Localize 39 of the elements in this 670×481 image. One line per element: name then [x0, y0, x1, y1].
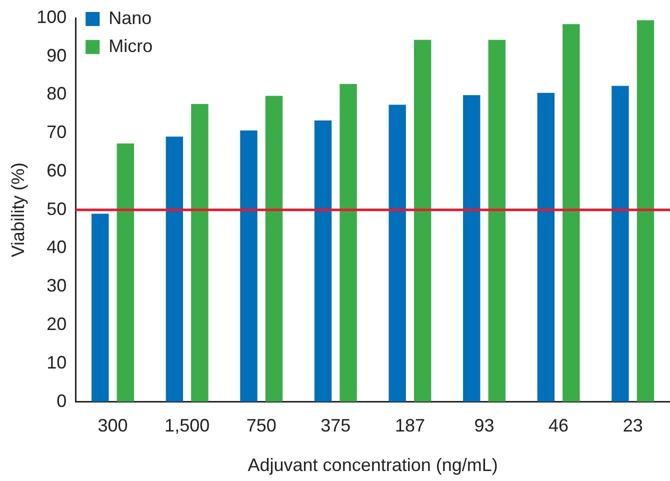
y-tick-label: 0 — [56, 390, 67, 411]
bar — [612, 86, 629, 402]
bar — [265, 96, 283, 402]
y-tick-label: 30 — [46, 276, 67, 296]
x-tick-label: 1,500 — [164, 416, 210, 436]
y-tick-label: 50 — [46, 198, 67, 219]
y-tick-label: 10 — [46, 352, 67, 372]
x-tick-label: 375 — [320, 416, 351, 436]
bar — [314, 120, 332, 402]
bar — [463, 95, 480, 402]
bar — [92, 214, 109, 402]
x-tick-label: 300 — [98, 416, 128, 436]
y-tick-label: 70 — [46, 122, 67, 142]
y-tick-label: 100 — [36, 6, 67, 27]
bar — [636, 20, 654, 402]
x-tick-label: 93 — [474, 416, 494, 436]
x-axis-title: Adjuvant concentration (ng/mL) — [248, 455, 498, 476]
y-tick-label: 90 — [46, 45, 67, 66]
x-tick-label: 750 — [246, 416, 276, 436]
x-tick-label: 23 — [622, 416, 643, 436]
y-tick-label: 40 — [46, 237, 67, 258]
y-tick-label: 80 — [46, 84, 67, 104]
bar — [488, 40, 506, 402]
bar — [414, 40, 432, 402]
bar — [116, 144, 134, 402]
bar — [388, 104, 406, 402]
x-tick-label: 46 — [548, 416, 569, 436]
bar — [240, 130, 258, 402]
bar — [191, 104, 208, 402]
y-tick-label: 60 — [46, 160, 67, 180]
legend-label: Nano — [108, 8, 152, 28]
bar — [537, 92, 555, 402]
bar — [340, 84, 357, 402]
bar — [562, 24, 580, 402]
x-tick-label: 187 — [394, 416, 425, 436]
y-axis-title: Viability (%) — [8, 162, 28, 258]
legend-label: Micro — [108, 36, 153, 56]
bar — [166, 136, 184, 402]
y-tick-label: 20 — [46, 314, 67, 334]
